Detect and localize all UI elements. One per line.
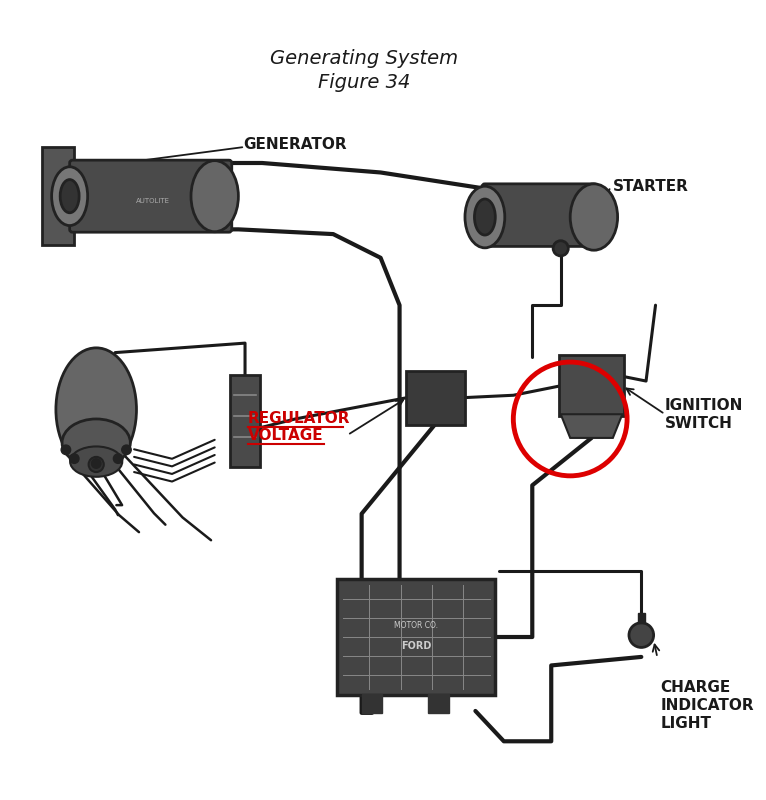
Text: REGULATOR: REGULATOR — [248, 410, 350, 426]
Text: Generating System: Generating System — [270, 50, 459, 68]
Circle shape — [553, 241, 568, 256]
Ellipse shape — [62, 419, 130, 466]
Ellipse shape — [70, 446, 123, 477]
Text: GENERATOR: GENERATOR — [243, 137, 347, 151]
Circle shape — [113, 454, 123, 463]
Text: AUTOLITE: AUTOLITE — [136, 198, 170, 204]
FancyBboxPatch shape — [230, 375, 260, 467]
Polygon shape — [561, 414, 622, 438]
Text: CHARGE
INDICATOR
LIGHT: CHARGE INDICATOR LIGHT — [660, 680, 754, 730]
FancyBboxPatch shape — [337, 579, 496, 695]
Text: MOTOR CO.: MOTOR CO. — [394, 621, 438, 630]
Ellipse shape — [51, 166, 87, 226]
FancyBboxPatch shape — [42, 147, 74, 246]
Ellipse shape — [191, 161, 238, 232]
Circle shape — [89, 457, 103, 472]
Text: FORD: FORD — [401, 642, 431, 651]
Bar — [362, 694, 382, 713]
Circle shape — [122, 445, 131, 454]
Text: IGNITION
SWITCH: IGNITION SWITCH — [665, 398, 743, 430]
FancyBboxPatch shape — [559, 355, 624, 416]
Ellipse shape — [465, 186, 505, 248]
FancyBboxPatch shape — [406, 370, 465, 425]
Text: Figure 34: Figure 34 — [319, 73, 411, 92]
Ellipse shape — [61, 179, 79, 213]
FancyBboxPatch shape — [482, 184, 597, 246]
Text: STARTER: STARTER — [613, 179, 689, 194]
Circle shape — [629, 622, 653, 647]
Circle shape — [91, 458, 101, 468]
Text: VOLTAGE: VOLTAGE — [248, 428, 323, 442]
Circle shape — [61, 445, 70, 454]
Ellipse shape — [570, 184, 617, 250]
Bar — [637, 614, 645, 622]
FancyBboxPatch shape — [70, 160, 232, 232]
Ellipse shape — [56, 348, 136, 471]
Ellipse shape — [474, 199, 496, 235]
Circle shape — [70, 454, 79, 463]
Bar — [428, 694, 449, 713]
